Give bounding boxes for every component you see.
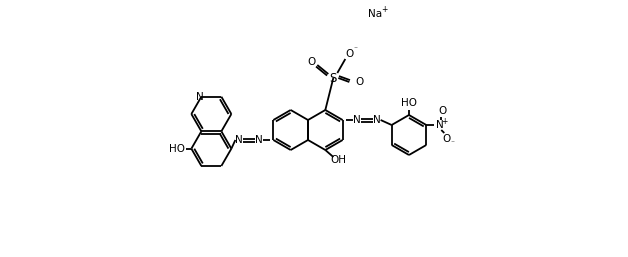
Text: Na: Na (368, 9, 382, 19)
Text: N: N (256, 135, 263, 145)
Text: N: N (236, 135, 243, 145)
Text: ⁻: ⁻ (450, 139, 454, 148)
Text: N: N (436, 120, 444, 130)
Text: +: + (441, 116, 448, 125)
Text: ⁻: ⁻ (354, 44, 357, 53)
Text: S: S (330, 71, 337, 85)
Text: O: O (442, 134, 450, 144)
Text: HO: HO (401, 98, 417, 108)
Text: O: O (307, 57, 315, 67)
Text: N: N (373, 115, 381, 125)
Text: N: N (353, 115, 360, 125)
Text: N: N (197, 92, 204, 102)
Text: O: O (438, 106, 447, 116)
Text: O: O (345, 49, 354, 59)
Text: HO: HO (170, 144, 185, 154)
Text: OH: OH (330, 155, 346, 165)
Text: +: + (381, 5, 387, 14)
Text: O: O (355, 77, 364, 87)
